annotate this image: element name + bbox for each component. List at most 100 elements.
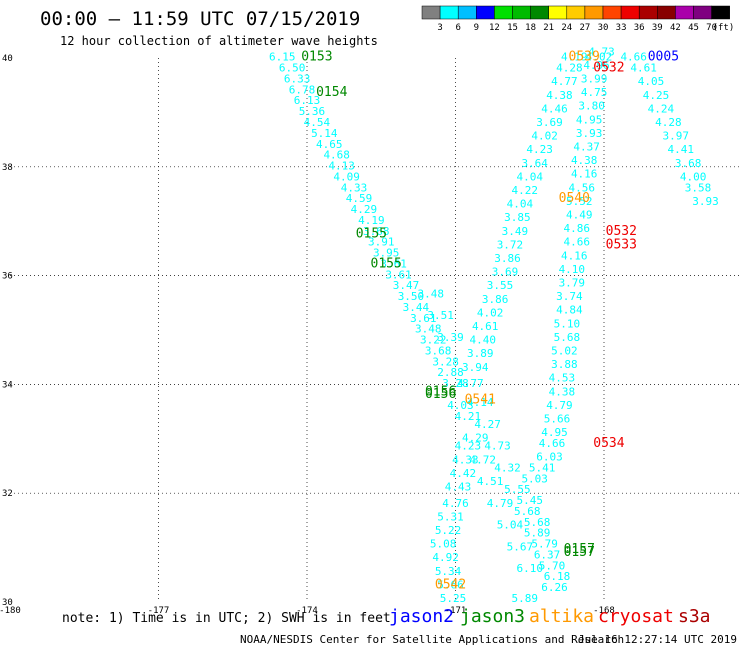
- swh-value: 5.02: [551, 344, 578, 357]
- swh-value: 3.49: [502, 225, 529, 238]
- swh-value: 3.22: [420, 334, 447, 347]
- swh-value: 4.66: [564, 236, 591, 249]
- swh-value: 4.19: [561, 51, 588, 64]
- swh-value: 4.43: [445, 480, 472, 493]
- swh-value: 3.48: [418, 287, 445, 300]
- swh-value: 3.79: [559, 276, 586, 289]
- swh-value: 4.79: [546, 399, 573, 412]
- legend-cryosat: cryosat: [598, 606, 674, 627]
- pass-time-label: 0155: [356, 227, 387, 242]
- swh-value: 6.33: [284, 72, 311, 85]
- swh-value: 5.14: [311, 127, 338, 140]
- pass-time-label: 0157: [564, 542, 595, 557]
- swh-value: 4.73: [484, 440, 511, 453]
- pass-time-label: 0532: [593, 61, 624, 76]
- colorbar-tick-label: 3: [437, 23, 442, 33]
- credit-text: NOAA/NESDIS Center for Satellite Applica…: [240, 633, 625, 646]
- swh-value: 3.48: [415, 323, 442, 336]
- swh-value: 5.70: [539, 559, 566, 572]
- swh-value: 4.33: [341, 181, 368, 194]
- swh-value: 3.74: [556, 290, 583, 303]
- swh-value: 4.19: [358, 214, 385, 227]
- swh-value: 4.42: [450, 467, 477, 480]
- colorbar-tick-label: 27: [579, 23, 590, 33]
- pass-time-label: 0156: [425, 387, 456, 402]
- swh-value: 5.34: [435, 565, 462, 578]
- swh-value: 5.03: [521, 472, 548, 485]
- swh-value: 4.23: [455, 440, 482, 453]
- swh-value: 3.80: [578, 100, 605, 113]
- swh-value: 4.95: [541, 426, 568, 439]
- swh-value: 4.28: [556, 62, 583, 75]
- swh-value: 3.61: [385, 268, 412, 281]
- colorbar-tick-label: 70: [706, 23, 717, 33]
- swh-value: 4.05: [638, 75, 665, 88]
- swh-value: 4.76: [442, 497, 469, 510]
- swh-value: 4.46: [541, 102, 568, 115]
- pass-time-label: 0532: [606, 224, 637, 239]
- pass-time-label: 0156: [425, 384, 456, 399]
- swh-value: 4.24: [648, 102, 675, 115]
- swh-value: 5.68: [524, 516, 551, 529]
- swh-value: 4.33: [452, 453, 479, 466]
- swh-value: 5.10: [554, 317, 581, 330]
- swh-value: 3.93: [692, 195, 719, 208]
- swh-value: 4.77: [457, 377, 484, 390]
- swh-value: 5.04: [497, 519, 524, 532]
- swh-value: 5.31: [437, 510, 464, 523]
- pass-time-label: 0534: [593, 436, 624, 451]
- colorbar-tick-label: 24: [561, 23, 572, 33]
- swh-value: 6.15: [269, 51, 296, 64]
- swh-value: 6.13: [294, 94, 321, 107]
- swh-value: 4.37: [573, 140, 600, 153]
- swh-value: 5.36: [299, 105, 326, 118]
- y-tick-label: 32: [2, 489, 13, 499]
- swh-value: 4.16: [571, 168, 598, 181]
- colorbar-tick-label: 18: [525, 23, 536, 33]
- swh-value: 4.75: [581, 86, 608, 99]
- swh-value: 4.86: [564, 222, 591, 235]
- swh-value: 4.59: [346, 192, 373, 205]
- swh-value: 4.38: [546, 89, 573, 102]
- swh-value: 3.72: [497, 238, 524, 251]
- swh-value: 6.50: [279, 62, 306, 75]
- swh-value: 5.25: [440, 592, 467, 605]
- colorbar-swatch: [711, 5, 730, 20]
- y-tick-label: 34: [2, 380, 13, 390]
- swh-value: 4.21: [455, 410, 482, 423]
- swh-value: 4.25: [643, 89, 670, 102]
- swh-value: 5.45: [517, 494, 544, 507]
- swh-value: 5.22: [435, 524, 462, 537]
- swh-value: 4.02: [477, 306, 504, 319]
- swh-value: 5.68: [514, 505, 541, 518]
- swh-value: 6.26: [541, 581, 568, 594]
- pass-time-label: 0157: [564, 545, 595, 560]
- colorbar-tick-label: 36: [634, 23, 645, 33]
- swh-value: 4.61: [630, 62, 657, 75]
- x-tick-label: -174: [296, 606, 318, 616]
- swh-value: 6.10: [517, 562, 544, 575]
- swh-value: 3.95: [373, 247, 400, 260]
- colorbar-tick-label: 42: [670, 23, 681, 33]
- swh-value: 4.02: [531, 130, 558, 143]
- swh-value: 4.49: [566, 208, 593, 221]
- pass-time-label: 0541: [465, 392, 496, 407]
- colorbar-tick-label: 33: [616, 23, 627, 33]
- swh-value: 4.14: [467, 396, 494, 409]
- y-tick-label: 38: [2, 163, 13, 173]
- colorbar-tick-label: 15: [507, 23, 518, 33]
- swh-value: 4.84: [556, 304, 583, 317]
- swh-value: 4.38: [549, 385, 576, 398]
- swh-value: 4.72: [469, 453, 496, 466]
- swh-value: 6.18: [544, 570, 571, 583]
- pass-time-label: 0539: [569, 50, 600, 65]
- footnote: note: 1) Time is in UTC; 2) SWH is in fe…: [62, 611, 391, 626]
- legend-jason2: jason2: [389, 606, 455, 627]
- swh-value: 5.67: [507, 540, 534, 553]
- swh-value: 4.68: [323, 149, 350, 162]
- swh-value: 3.61: [410, 312, 437, 325]
- x-tick-label: -171: [445, 606, 467, 616]
- swh-value: 4.66: [539, 437, 566, 450]
- colorbar-tick-label: 6: [455, 23, 460, 33]
